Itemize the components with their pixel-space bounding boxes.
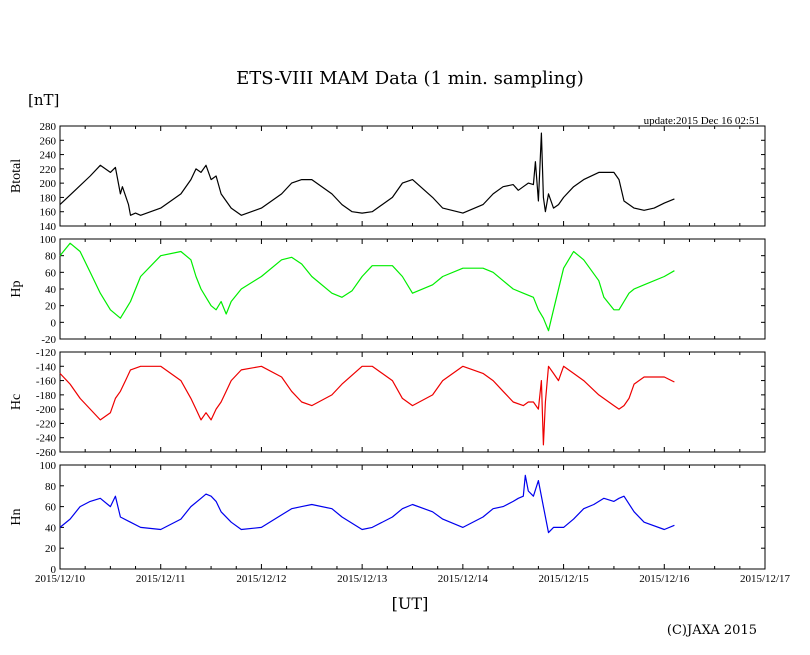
y-tick-label: 220: [40, 164, 57, 176]
y-tick-label: -160: [36, 376, 57, 388]
y-tick-label: 260: [40, 135, 57, 147]
x-tick-label: 2015/12/16: [639, 573, 690, 585]
y-tick-label: 240: [40, 150, 57, 162]
update-timestamp: update:2015 Dec 16 02:51: [644, 115, 760, 127]
panel-hn: 100 80 60 40 20 0 Hn: [9, 460, 766, 576]
x-axis-tick-labels: 2015/12/10 2015/12/11 2015/12/12 2015/12/13…: [35, 573, 791, 585]
y-tick-label: 20: [45, 543, 57, 555]
panel-hp: 100 80 60 40 20 0 -20 Hp: [9, 234, 766, 346]
y-tick-label: 20: [45, 301, 57, 313]
copyright-text: (C)JAXA 2015: [667, 623, 757, 638]
y-axis-label-hn: Hn: [9, 508, 24, 525]
y-tick-label: -140: [36, 361, 57, 373]
panel-btotal: 280 260 240 220 200 180 160 140 Btotal: [9, 121, 766, 233]
y-tick-label: -120: [36, 347, 57, 359]
x-tick-label: 2015/12/15: [539, 573, 590, 585]
x-axis-label: [UT]: [392, 594, 429, 613]
y-tick-label: 0: [51, 564, 57, 576]
panel-frame: [59, 351, 766, 453]
y-tick-label: 100: [40, 460, 57, 472]
y-tick-label: 200: [40, 178, 57, 190]
x-tick-label: 2015/12/10: [35, 573, 86, 585]
y-tick-label: 160: [40, 207, 57, 219]
series-line-hp: [59, 242, 675, 332]
x-tick-label: 2015/12/14: [438, 573, 489, 585]
y-tick-label: 60: [45, 502, 57, 514]
series-line-hc: [59, 365, 675, 446]
y-tick-label: -20: [41, 334, 56, 346]
y-tick-label: 40: [45, 284, 57, 296]
y-tick-label: 180: [40, 192, 57, 204]
y-axis-label-btotal: Btotal: [9, 159, 24, 193]
unit-label: [nT]: [28, 91, 59, 109]
panel-frame: [59, 125, 766, 227]
y-tick-label: 80: [45, 251, 57, 263]
y-tick-label: 140: [40, 221, 57, 233]
y-tick-label: 60: [45, 267, 57, 279]
chart-title: ETS-VIII MAM Data (1 min. sampling): [236, 68, 584, 89]
y-tick-label: -240: [36, 433, 57, 445]
x-tick-label: 2015/12/13: [337, 573, 388, 585]
y-axis-label-hp: Hp: [9, 280, 24, 297]
x-tick-label: 2015/12/12: [236, 573, 286, 585]
panel-frame: [59, 238, 766, 340]
y-tick-label: 40: [45, 522, 57, 534]
y-tick-label: 0: [51, 317, 57, 329]
y-tick-label: 80: [45, 481, 57, 493]
y-tick-label: 100: [40, 234, 57, 246]
y-axis-label-hc: Hc: [9, 394, 24, 410]
panels-group: 280260240220200180160140Btotal1008060402…: [9, 121, 766, 576]
series-line-btotal: [59, 132, 675, 216]
x-tick-label: 2015/12/17: [740, 573, 791, 585]
panel-hc: -120 -140 -160 -180 -200 -220 -240 -260 Hc: [9, 347, 766, 459]
y-tick-label: -180: [36, 390, 57, 402]
y-tick-label: -220: [36, 418, 57, 430]
series-line-hn: [59, 474, 675, 534]
y-tick-label: 280: [40, 121, 57, 133]
y-tick-label: -260: [36, 447, 57, 459]
x-tick-label: 2015/12/11: [136, 573, 186, 585]
panel-frame: [59, 464, 766, 570]
y-tick-label: -200: [36, 404, 57, 416]
